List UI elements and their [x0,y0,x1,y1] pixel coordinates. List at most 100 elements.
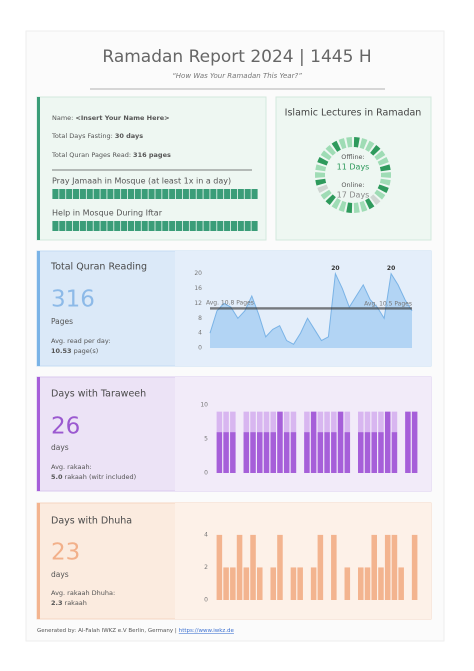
bar [230,432,236,473]
donut-segment [380,172,392,178]
bar [371,411,377,433]
bar [216,432,223,473]
bar [391,411,398,433]
tracker-cell [52,189,59,199]
bar [277,411,283,473]
bar [378,432,384,473]
bar [310,567,317,600]
tracker-cell [107,221,114,231]
tracker-cell [169,189,176,199]
label: Total Days Fasting: [51,132,113,140]
tracker-cell [217,189,224,199]
area [210,273,412,348]
avg-value: 2.3 [51,599,63,607]
tracker-cell [73,189,80,199]
donut-segment [346,137,353,148]
accent [37,377,40,491]
tracker-cell [155,221,162,231]
tracker-cell [79,221,86,231]
donut-segment [377,156,389,166]
bar [257,411,263,433]
tracker-cell [121,221,128,231]
donut-segment [315,164,327,172]
tracker-cell [176,221,183,231]
tracker-cell [169,221,176,231]
y-tick-label: 2 [204,564,208,571]
bar [263,411,270,433]
bar [411,534,418,600]
tracker-cell [52,221,59,231]
footer-label: Generated by: [37,628,76,634]
tracker-cell [196,221,203,231]
tracker-cell [189,189,196,199]
donut-segment [379,164,391,172]
bar [391,534,398,600]
donut-segment [353,202,360,213]
y-tick-label: 0 [204,470,208,477]
bar [270,567,276,600]
donut-segment [315,178,327,186]
bar [310,411,317,473]
bar [283,432,290,473]
bar [297,567,303,600]
bar [230,567,236,600]
bar [371,432,377,473]
online-label: Online: [341,181,364,189]
avg-unit: rakaah [65,599,87,607]
tracker-cell [237,189,244,199]
donut-segment [359,200,368,212]
donut-segment [331,198,341,210]
footer-link[interactable]: https://www.iwkz.de [179,628,235,634]
bar [391,432,398,473]
tracker-cell [162,189,169,199]
donut-segment [346,202,353,213]
y-tick-label: 4 [198,330,202,337]
title: Ramadan Report 2024 | 1445 H [102,47,371,67]
avg: 2.3 rakaah [51,599,87,607]
bar [398,567,404,600]
tracker-cell [182,221,189,231]
tracker-cell [93,189,100,199]
value: 316 pages [133,151,171,159]
y-tick-label: 20 [194,270,202,277]
label: Name: [52,114,73,122]
avg: 10.53 page(s) [51,347,98,355]
donut-segment [379,178,391,186]
bar [223,567,229,600]
tracker-cell [107,189,114,199]
donut-segment [374,189,386,200]
bar [317,411,324,433]
donut-segment [338,200,347,212]
avg-value: 10.53 [51,347,72,355]
tracker-cell [224,189,231,199]
online-value: 17 Days [337,191,370,200]
tracker-title: Help in Mosque During Iftar [52,209,163,218]
bar [331,432,337,473]
donut-segment [325,194,336,206]
tracker-cell [244,221,251,231]
donut-segment [365,198,375,210]
bar [331,411,337,433]
donut-segment [317,184,329,194]
bar [304,411,310,433]
profile-row: Name: <Insert Your Name Here> [52,114,170,122]
tracker-cell [100,189,107,199]
tracker-cell [155,189,162,199]
bar [216,411,223,433]
tracker-cell [244,189,251,199]
bar [364,567,371,600]
bar [250,534,256,600]
tracker-cell [148,189,155,199]
reference-label: Avg. 10.5 Pages [364,301,412,308]
tracker-cell [141,189,148,199]
tracker-cell [203,221,210,231]
bar [358,432,364,473]
bar [223,411,229,433]
tracker-cell [134,189,141,199]
tracker-cell [189,221,196,231]
label: Total Quran Pages Read: [51,151,131,159]
value-label: 20 [387,265,395,272]
bar [344,432,351,473]
bar [250,432,256,473]
bar [290,567,297,600]
